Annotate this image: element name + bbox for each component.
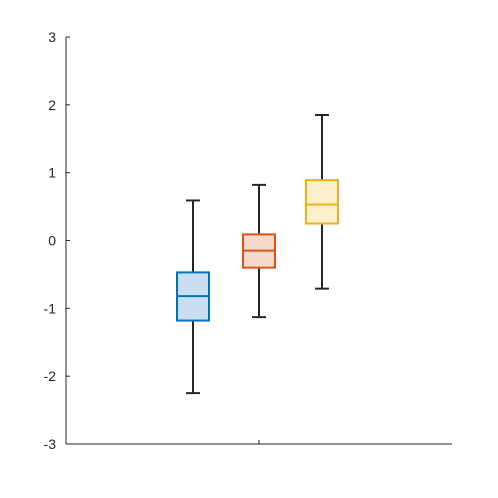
y-tick-label: 0 <box>48 233 56 249</box>
y-tick-label: -3 <box>44 436 57 452</box>
y-tick-label: 1 <box>48 165 56 181</box>
box-group-1 <box>176 199 210 395</box>
y-tick-label: 2 <box>48 97 56 113</box>
iqr-box <box>305 179 339 225</box>
y-tick-label: -2 <box>44 368 57 384</box>
y-ticks: 3 2 1 0 -1 -2 -3 <box>44 29 70 452</box>
box-group-3 <box>305 114 339 290</box>
box-group-2 <box>242 183 276 319</box>
y-tick-label: -1 <box>44 300 57 316</box>
boxes <box>176 114 339 395</box>
y-tick-label: 3 <box>48 29 56 45</box>
